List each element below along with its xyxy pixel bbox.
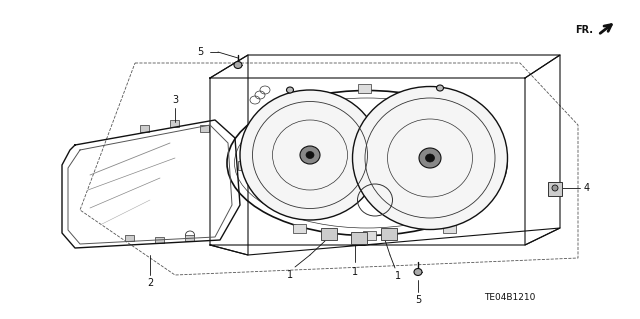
Ellipse shape [240,90,380,220]
Text: 2: 2 [147,278,153,288]
Bar [140,125,149,132]
Bar [363,231,376,240]
Ellipse shape [306,152,314,159]
Bar [155,237,164,243]
Ellipse shape [353,86,508,229]
Text: 3: 3 [172,95,178,105]
Bar [491,161,504,170]
Bar [321,228,337,240]
Text: 4: 4 [584,183,590,193]
Bar [283,96,296,105]
Bar [185,235,194,241]
Bar [238,161,251,170]
Bar [548,182,562,196]
Bar [381,228,397,240]
Text: 5: 5 [196,47,203,57]
Text: 1: 1 [352,267,358,277]
Ellipse shape [300,146,320,164]
Ellipse shape [414,269,422,276]
Ellipse shape [426,154,435,162]
Bar [358,84,371,93]
Bar [351,232,367,244]
Ellipse shape [287,87,294,93]
Bar [170,120,179,127]
Text: FR.: FR. [575,25,593,35]
Ellipse shape [436,85,444,91]
Bar [443,224,456,233]
Bar [125,235,134,241]
Ellipse shape [552,185,558,191]
Bar [293,224,306,233]
Bar [200,125,209,132]
Text: 1: 1 [287,270,293,280]
Ellipse shape [234,62,242,69]
Ellipse shape [419,148,441,168]
Text: 5: 5 [415,295,421,305]
Text: TE04B1210: TE04B1210 [484,293,536,302]
Bar [433,89,446,98]
Text: 1: 1 [395,271,401,281]
